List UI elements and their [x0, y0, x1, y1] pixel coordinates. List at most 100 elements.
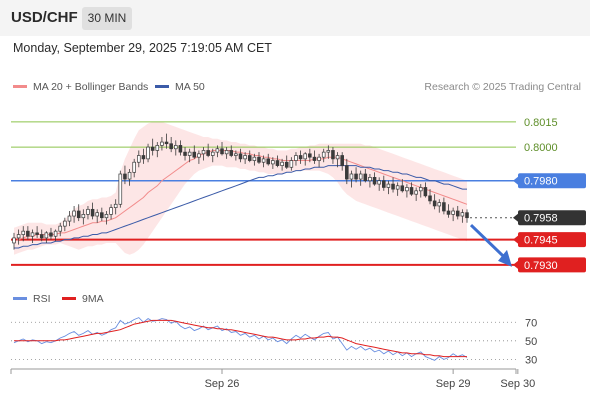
candle-body — [368, 177, 372, 182]
candle-body — [95, 212, 99, 217]
projection-arrow-layer — [469, 224, 512, 267]
rsi-legend-swatch — [13, 297, 27, 300]
level-label-box-0.7930 — [518, 257, 586, 273]
candle — [409, 182, 414, 196]
level-label-text-0.7980: 0.7980 — [524, 176, 558, 188]
candle — [141, 148, 146, 164]
candle-body — [49, 232, 53, 237]
ma20-legend-label: MA 20 + Bollinger Bands — [33, 81, 148, 93]
level-label-pointer-0.7930 — [513, 260, 518, 269]
level-label-text-0.7945: 0.7945 — [524, 235, 558, 247]
level-label-box-0.7958 — [518, 210, 586, 226]
candle-body — [312, 156, 317, 161]
candle — [257, 152, 261, 164]
candle-body — [405, 187, 409, 192]
candle-body — [26, 230, 30, 237]
timestamp: Monday, September 29, 2025 7:19:05 AM CE… — [13, 41, 272, 55]
candle — [86, 205, 90, 220]
candle — [414, 187, 418, 201]
candle — [331, 147, 335, 164]
header-bar: USD/CHF 30 MIN — [0, 0, 590, 36]
candle-body — [391, 183, 395, 190]
candle-body — [164, 141, 169, 145]
candle — [118, 170, 123, 208]
candle — [372, 172, 377, 186]
candle-body — [266, 158, 271, 165]
candle-body — [155, 145, 160, 151]
candle-body — [160, 141, 164, 146]
candle-body — [363, 173, 368, 182]
candle — [377, 177, 381, 191]
rsi-panel: RSI 9MA — [13, 293, 104, 305]
candle-body — [308, 153, 312, 158]
candle — [137, 150, 141, 168]
candle — [386, 180, 391, 195]
candle-body — [358, 173, 363, 180]
x-tick-label: Sep 26 — [205, 378, 240, 390]
candle — [280, 158, 284, 171]
candle-body — [90, 208, 95, 217]
candle-body — [238, 153, 243, 160]
level-labels-layer: 0.8015 0.8000 0.7980 0.7958 0.7945 0.7930 — [513, 117, 586, 273]
candle-body — [432, 200, 437, 207]
candle-body — [252, 156, 257, 161]
candle-body — [76, 210, 81, 219]
candle — [345, 158, 349, 185]
level-label-pointer-0.7980 — [513, 176, 518, 185]
candle-body — [294, 155, 298, 161]
candle — [58, 222, 63, 237]
timeframe-button[interactable]: 30 MIN — [82, 7, 132, 30]
candle-body — [349, 173, 354, 180]
rsi-line — [13, 317, 468, 361]
rsi-legend-label: RSI — [33, 293, 51, 305]
candle — [340, 152, 344, 171]
ma50-line — [14, 165, 467, 249]
candle — [423, 182, 428, 198]
candle — [428, 189, 432, 205]
candle-body — [35, 232, 39, 235]
candle — [382, 175, 386, 191]
candle — [405, 184, 409, 198]
candle-body — [261, 158, 266, 163]
candle — [418, 184, 423, 198]
candle — [160, 137, 164, 151]
candle-body — [127, 171, 132, 180]
candle-body — [284, 161, 289, 168]
rsi-ma-line — [14, 319, 467, 358]
candle-body — [224, 150, 229, 155]
candle — [150, 138, 155, 156]
candle — [174, 140, 178, 156]
candle-body — [326, 150, 331, 153]
candle — [289, 157, 294, 171]
candle — [275, 155, 280, 168]
candle-body — [377, 180, 381, 185]
candle — [123, 165, 127, 185]
candle — [363, 168, 368, 183]
candle-body — [132, 161, 136, 173]
candle — [243, 152, 247, 164]
ma50-legend-label: MA 50 — [175, 81, 205, 93]
candle — [451, 207, 455, 222]
candle — [229, 145, 234, 158]
candle-body — [123, 173, 127, 180]
candle-body — [174, 145, 178, 150]
candle-body — [63, 220, 67, 227]
candle — [247, 150, 252, 163]
candle — [26, 226, 30, 240]
candle — [391, 177, 395, 193]
candle-body — [86, 208, 90, 215]
candle-body — [21, 230, 26, 235]
candle-body — [72, 210, 76, 217]
candle-body — [423, 187, 428, 197]
rsi-ma-legend-swatch — [62, 297, 76, 300]
candle — [442, 197, 446, 215]
candle — [132, 158, 136, 178]
candle — [358, 170, 363, 186]
candle-body — [321, 151, 326, 158]
candle-body — [169, 143, 173, 150]
candle-body — [187, 151, 192, 156]
candle-body — [442, 202, 446, 212]
candle-body — [81, 214, 86, 219]
